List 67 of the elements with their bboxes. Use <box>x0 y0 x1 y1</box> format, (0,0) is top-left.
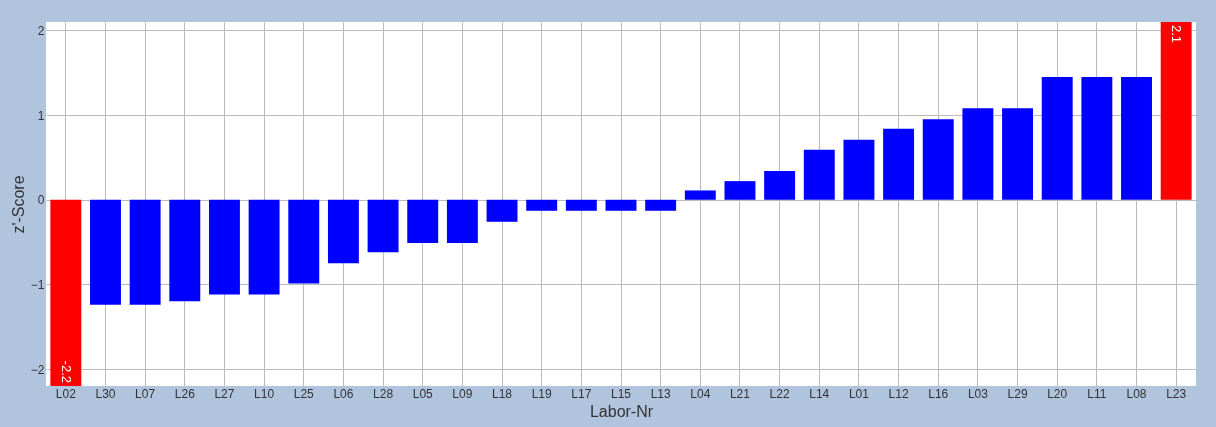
bar <box>962 108 994 200</box>
x-axis-title: Labor-Nr <box>589 402 654 420</box>
x-tick-label: L23 <box>1166 386 1187 401</box>
bar <box>565 199 597 211</box>
x-tick-label: L27 <box>214 386 235 401</box>
x-tick-label: L20 <box>1047 386 1068 401</box>
x-tick-label: L29 <box>1007 386 1028 401</box>
y-tick-label: −2 <box>30 362 45 377</box>
x-tick-label: L05 <box>412 386 434 401</box>
x-tick-label: L15 <box>610 386 632 401</box>
x-tick-label: L26 <box>174 386 196 401</box>
x-tick-label: L13 <box>650 386 671 401</box>
bar <box>90 199 121 305</box>
bar <box>605 199 637 211</box>
bar <box>724 181 756 200</box>
y-tick-label: 1 <box>37 108 45 123</box>
x-tick-label: L12 <box>888 386 909 401</box>
bar <box>1160 22 1192 200</box>
y-tick-label: −1 <box>30 277 45 292</box>
bar <box>684 190 716 200</box>
x-tick-label: L14 <box>809 386 830 401</box>
bar <box>129 199 161 305</box>
data-label: 2.1 <box>1169 25 1185 44</box>
x-tick-label: L17 <box>571 386 592 401</box>
x-tick-label: L19 <box>531 386 553 401</box>
bar <box>526 199 558 211</box>
bar <box>1121 77 1152 200</box>
bar <box>1041 77 1073 200</box>
bar <box>1002 108 1034 200</box>
bar <box>208 199 240 295</box>
x-tick-label: L22 <box>769 386 790 401</box>
x-tick-label: L02 <box>55 386 77 401</box>
x-tick-label: L08 <box>1126 386 1147 401</box>
bar <box>843 139 875 200</box>
bar <box>803 149 835 200</box>
x-tick-label: L16 <box>928 386 949 401</box>
bar <box>50 199 82 386</box>
data-label: -2.2 <box>58 360 74 383</box>
bar <box>883 128 915 200</box>
bar <box>288 199 320 284</box>
y-axis-title: z'-Score <box>9 175 27 234</box>
bar <box>446 199 478 243</box>
bar <box>327 199 359 264</box>
x-tick-label: L06 <box>333 386 354 401</box>
x-tick-label: L21 <box>729 386 751 401</box>
x-tick-label: L01 <box>848 386 870 401</box>
bar <box>248 199 280 295</box>
x-tick-label: L03 <box>967 386 989 401</box>
bar <box>922 119 954 200</box>
x-tick-label: L18 <box>492 386 513 401</box>
bar <box>645 199 677 211</box>
x-tick-label: L25 <box>293 386 315 401</box>
y-tick-label: 0 <box>37 193 45 208</box>
x-tick-label: L04 <box>690 386 711 401</box>
bar <box>169 199 201 302</box>
x-tick-label: L09 <box>452 386 473 401</box>
bar <box>764 170 796 200</box>
bar <box>1081 77 1113 200</box>
bar <box>407 199 439 243</box>
bar <box>486 199 518 222</box>
x-tick-label: L30 <box>95 386 116 401</box>
y-tick-label: 2 <box>37 23 45 38</box>
x-tick-label: L10 <box>254 386 275 401</box>
x-tick-label: L07 <box>135 386 156 401</box>
x-tick-label: L28 <box>373 386 394 401</box>
x-tick-label: L11 <box>1087 386 1107 401</box>
bar <box>367 199 399 253</box>
